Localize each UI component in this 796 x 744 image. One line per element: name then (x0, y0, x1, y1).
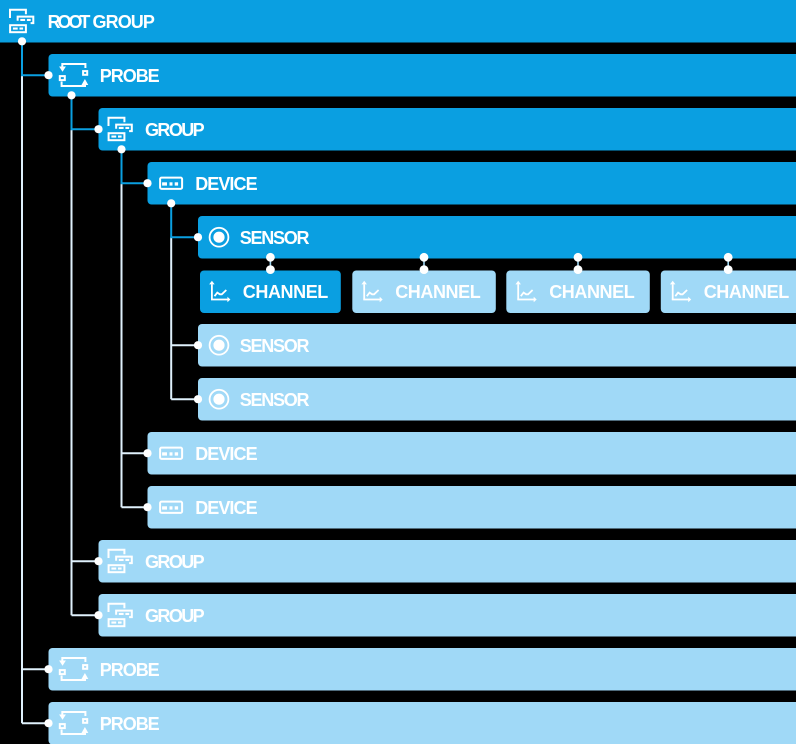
svg-text:CHANNEL: CHANNEL (704, 282, 790, 302)
svg-text:DEVICE: DEVICE (195, 444, 257, 464)
svg-text:CHANNEL: CHANNEL (395, 282, 481, 302)
svg-text:DEVICE: DEVICE (195, 174, 257, 194)
svg-text:GROUP: GROUP (145, 606, 205, 626)
svg-text:PROBE: PROBE (100, 714, 160, 734)
svg-text:SENSOR: SENSOR (240, 390, 310, 410)
svg-text:GROUP: GROUP (145, 120, 205, 140)
svg-text:DEVICE: DEVICE (195, 498, 257, 518)
svg-text:ROOT: ROOT (48, 12, 91, 32)
svg-text:GROUP: GROUP (93, 12, 155, 32)
svg-text:PROBE: PROBE (100, 66, 160, 86)
svg-text:SENSOR: SENSOR (240, 336, 310, 356)
svg-text:PROBE: PROBE (100, 660, 160, 680)
svg-text:SENSOR: SENSOR (240, 228, 310, 248)
svg-text:CHANNEL: CHANNEL (243, 282, 328, 302)
svg-text:GROUP: GROUP (145, 552, 205, 572)
svg-text:CHANNEL: CHANNEL (549, 282, 635, 302)
